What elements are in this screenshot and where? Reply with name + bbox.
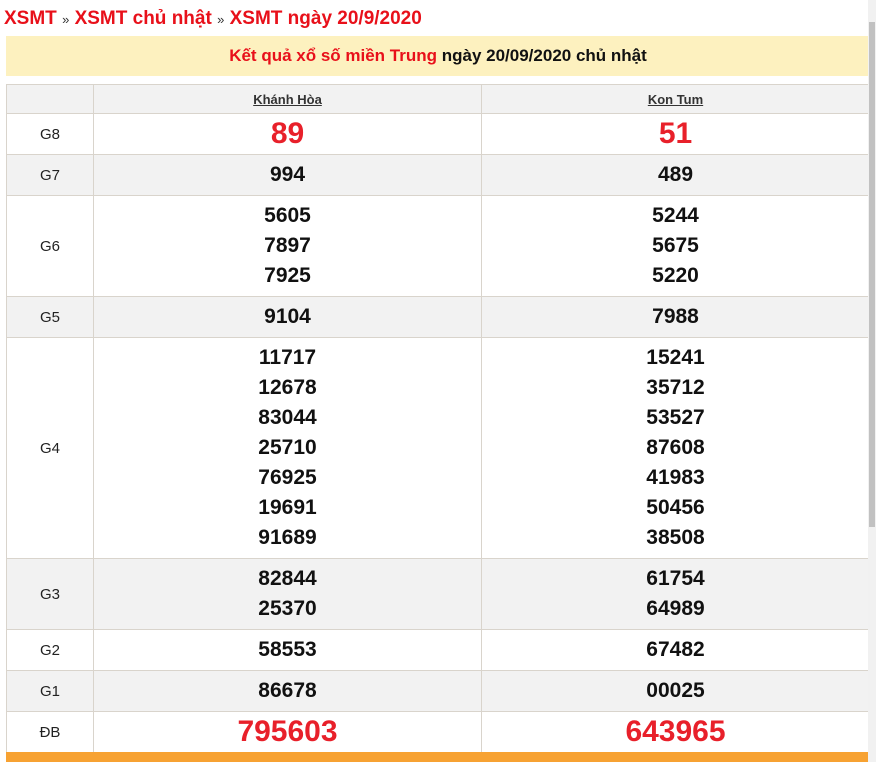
prize-number: 795603 <box>237 715 338 748</box>
prize-number: 7988 <box>652 305 699 328</box>
prize-cell: 82844 25370 <box>93 558 482 630</box>
prize-number: 38508 <box>646 526 705 549</box>
prize-cell: 9104 <box>93 296 482 338</box>
results-title: Kết quả xổ số miền Trung ngày 20/09/2020… <box>6 36 870 76</box>
prize-label: G3 <box>6 558 94 630</box>
prize-number: 7897 <box>264 234 311 257</box>
table-row-g1: G1 86678 00025 <box>6 670 870 712</box>
prize-number: 87608 <box>646 436 705 459</box>
prize-cell: 58553 <box>93 629 482 671</box>
header-province-2: Kon Tum <box>481 84 870 114</box>
prize-cell: 67482 <box>481 629 870 671</box>
prize-cell: 11717 12678 83044 25710 76925 19691 91689 <box>93 337 482 559</box>
prize-number: 9104 <box>264 305 311 328</box>
title-date: ngày 20/09/2020 chủ nhật <box>437 46 647 65</box>
title-region: Kết quả xổ số miền Trung <box>229 46 438 65</box>
breadcrumb: XSMT » XSMT chủ nhật » XSMT ngày 20/9/20… <box>0 0 870 36</box>
prize-number: 19691 <box>258 496 317 519</box>
prize-label: G4 <box>6 337 94 559</box>
prize-number: 50456 <box>646 496 705 519</box>
prize-cell: 15241 35712 53527 87608 41983 50456 38508 <box>481 337 870 559</box>
table-row-g4: G4 11717 12678 83044 25710 76925 19691 91689 152… <box>6 337 870 559</box>
prize-cell: 61754 64989 <box>481 558 870 630</box>
footer-bar <box>6 752 868 762</box>
header-empty <box>6 84 94 114</box>
table-row-g6: G6 5605 7897 7925 5244 5675 5220 <box>6 195 870 297</box>
prize-label: G8 <box>6 113 94 155</box>
table-row-đb: ĐB 795603 643965 <box>6 711 870 753</box>
prize-label: G7 <box>6 154 94 196</box>
prize-number: 12678 <box>258 376 317 399</box>
table-row-g3: G3 82844 25370 61754 64989 <box>6 558 870 630</box>
prize-number: 7925 <box>264 264 311 287</box>
prize-number: 643965 <box>625 715 726 748</box>
prize-number: 53527 <box>646 406 705 429</box>
prize-number: 41983 <box>646 466 705 489</box>
prize-number: 91689 <box>258 526 317 549</box>
prize-cell: 5605 7897 7925 <box>93 195 482 297</box>
prize-number: 35712 <box>646 376 705 399</box>
prize-number: 64989 <box>646 597 705 620</box>
breadcrumb-separator: » <box>62 12 70 27</box>
table-row-g5: G5 9104 7988 <box>6 296 870 338</box>
prize-number: 86678 <box>258 679 317 702</box>
prize-number: 5244 <box>652 204 699 227</box>
prize-cell: 489 <box>481 154 870 196</box>
prize-number: 25370 <box>258 597 317 620</box>
breadcrumb-link-xsmt[interactable]: XSMT <box>4 8 57 29</box>
prize-label: G5 <box>6 296 94 338</box>
prize-number: 11717 <box>258 346 317 369</box>
prize-number: 51 <box>658 117 693 150</box>
prize-label: G2 <box>6 629 94 671</box>
prize-cell: 994 <box>93 154 482 196</box>
prize-number: 489 <box>657 163 694 186</box>
scrollbar[interactable] <box>868 0 876 762</box>
prize-number: 76925 <box>258 466 317 489</box>
results-table: Khánh Hòa Kon Tum G8 89 51 G7 994 489 G6 5605 78… <box>6 84 870 753</box>
prize-number: 25710 <box>258 436 317 459</box>
scrollbar-thumb[interactable] <box>869 22 875 527</box>
prize-number: 83044 <box>258 406 317 429</box>
prize-cell: 89 <box>93 113 482 155</box>
province-link[interactable]: Khánh Hòa <box>253 91 322 107</box>
prize-number: 5220 <box>652 264 699 287</box>
prize-number: 994 <box>269 163 306 186</box>
prize-cell: 86678 <box>93 670 482 712</box>
prize-label: G6 <box>6 195 94 297</box>
prize-label: ĐB <box>6 711 94 753</box>
prize-number: 82844 <box>258 567 317 590</box>
table-row-g8: G8 89 51 <box>6 113 870 155</box>
breadcrumb-current: XSMT ngày 20/9/2020 <box>229 8 422 29</box>
prize-cell: 7988 <box>481 296 870 338</box>
prize-number: 15241 <box>646 346 705 369</box>
prize-cell: 5244 5675 5220 <box>481 195 870 297</box>
table-row-g2: G2 58553 67482 <box>6 629 870 671</box>
prize-label: G1 <box>6 670 94 712</box>
prize-cell: 00025 <box>481 670 870 712</box>
table-row-g7: G7 994 489 <box>6 154 870 196</box>
prize-number: 00025 <box>646 679 705 702</box>
prize-cell: 51 <box>481 113 870 155</box>
breadcrumb-separator: » <box>217 12 225 27</box>
prize-cell: 795603 <box>93 711 482 753</box>
header-province-1: Khánh Hòa <box>93 84 482 114</box>
prize-number: 67482 <box>646 638 705 661</box>
prize-number: 5605 <box>264 204 311 227</box>
prize-number: 58553 <box>258 638 317 661</box>
province-link[interactable]: Kon Tum <box>647 91 704 107</box>
prize-number: 5675 <box>652 234 699 257</box>
prize-number: 89 <box>270 117 305 150</box>
breadcrumb-link-sunday[interactable]: XSMT chủ nhật <box>74 8 212 29</box>
prize-cell: 643965 <box>481 711 870 753</box>
prize-number: 61754 <box>646 567 705 590</box>
